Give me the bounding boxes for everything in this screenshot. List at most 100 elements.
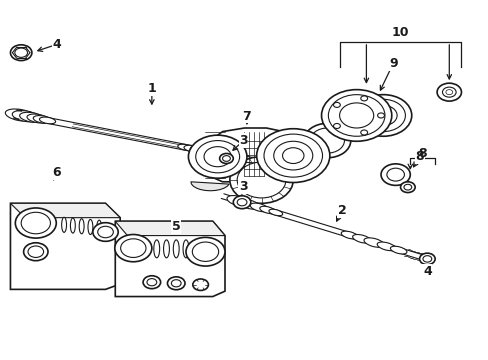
Ellipse shape xyxy=(250,203,268,212)
Text: 9: 9 xyxy=(388,57,397,70)
Circle shape xyxy=(339,103,373,128)
Ellipse shape xyxy=(352,234,370,243)
Ellipse shape xyxy=(206,150,220,156)
Ellipse shape xyxy=(12,111,40,122)
Circle shape xyxy=(21,212,50,234)
Circle shape xyxy=(185,237,224,266)
Circle shape xyxy=(380,164,409,185)
Circle shape xyxy=(143,276,160,289)
Circle shape xyxy=(400,182,414,193)
Ellipse shape xyxy=(173,240,179,258)
Circle shape xyxy=(321,90,391,141)
Circle shape xyxy=(222,156,230,161)
Circle shape xyxy=(419,253,434,265)
Ellipse shape xyxy=(154,240,159,258)
Circle shape xyxy=(237,162,285,198)
Circle shape xyxy=(333,123,340,129)
Circle shape xyxy=(233,196,250,209)
Ellipse shape xyxy=(376,242,395,251)
Polygon shape xyxy=(115,221,224,235)
Circle shape xyxy=(167,277,184,290)
Ellipse shape xyxy=(40,117,56,124)
Ellipse shape xyxy=(27,114,49,123)
Ellipse shape xyxy=(268,209,282,216)
Circle shape xyxy=(192,242,218,261)
Polygon shape xyxy=(115,221,224,297)
Circle shape xyxy=(273,141,312,170)
Polygon shape xyxy=(10,203,120,289)
Circle shape xyxy=(195,140,239,173)
Ellipse shape xyxy=(190,146,208,154)
Ellipse shape xyxy=(259,206,275,213)
Circle shape xyxy=(203,147,231,167)
Text: 4: 4 xyxy=(52,38,61,51)
Text: 2: 2 xyxy=(337,204,346,217)
Circle shape xyxy=(386,168,404,181)
Circle shape xyxy=(147,279,157,286)
Ellipse shape xyxy=(79,219,84,234)
Ellipse shape xyxy=(88,220,93,234)
Ellipse shape xyxy=(363,238,384,247)
Circle shape xyxy=(98,226,113,238)
Circle shape xyxy=(403,184,411,190)
Ellipse shape xyxy=(5,109,35,121)
Circle shape xyxy=(237,199,246,206)
Circle shape xyxy=(188,135,246,178)
Ellipse shape xyxy=(20,112,44,122)
Text: 6: 6 xyxy=(52,166,61,179)
Circle shape xyxy=(256,129,329,183)
Circle shape xyxy=(171,280,181,287)
Text: 4: 4 xyxy=(422,265,431,278)
Text: 1: 1 xyxy=(147,82,156,95)
Circle shape xyxy=(360,96,367,101)
Ellipse shape xyxy=(183,240,188,258)
Circle shape xyxy=(28,246,43,257)
Circle shape xyxy=(15,208,56,238)
Circle shape xyxy=(229,157,293,203)
Ellipse shape xyxy=(163,240,169,258)
Circle shape xyxy=(23,243,48,261)
Circle shape xyxy=(436,83,461,101)
Circle shape xyxy=(354,95,411,136)
Ellipse shape xyxy=(70,218,75,233)
Circle shape xyxy=(445,90,452,95)
Circle shape xyxy=(333,102,340,107)
Ellipse shape xyxy=(226,195,250,207)
Circle shape xyxy=(369,105,396,126)
Polygon shape xyxy=(203,128,298,182)
Circle shape xyxy=(442,87,455,97)
Ellipse shape xyxy=(183,145,200,152)
Text: 7: 7 xyxy=(242,110,251,123)
Text: 10: 10 xyxy=(391,27,408,40)
Circle shape xyxy=(219,153,233,163)
Polygon shape xyxy=(10,203,120,218)
Circle shape xyxy=(310,128,344,153)
Circle shape xyxy=(282,148,304,163)
Circle shape xyxy=(264,134,322,177)
Text: 8: 8 xyxy=(415,150,424,163)
Ellipse shape xyxy=(389,246,406,254)
Circle shape xyxy=(377,113,384,118)
Ellipse shape xyxy=(178,144,192,150)
Circle shape xyxy=(15,48,27,57)
Circle shape xyxy=(360,130,367,135)
Circle shape xyxy=(422,256,431,262)
Ellipse shape xyxy=(97,220,102,235)
Text: 5: 5 xyxy=(171,220,180,233)
Circle shape xyxy=(10,45,32,60)
Ellipse shape xyxy=(61,217,66,232)
Circle shape xyxy=(192,279,208,291)
Polygon shape xyxy=(190,182,229,191)
Circle shape xyxy=(121,239,146,257)
Ellipse shape xyxy=(238,199,259,209)
Text: 3: 3 xyxy=(238,180,247,193)
Circle shape xyxy=(93,223,118,241)
Circle shape xyxy=(304,123,350,158)
Text: 3: 3 xyxy=(239,134,247,147)
Ellipse shape xyxy=(341,231,357,239)
Ellipse shape xyxy=(198,148,214,155)
Circle shape xyxy=(328,95,384,136)
Ellipse shape xyxy=(33,116,52,123)
Text: 8: 8 xyxy=(417,147,426,159)
Circle shape xyxy=(361,99,405,132)
